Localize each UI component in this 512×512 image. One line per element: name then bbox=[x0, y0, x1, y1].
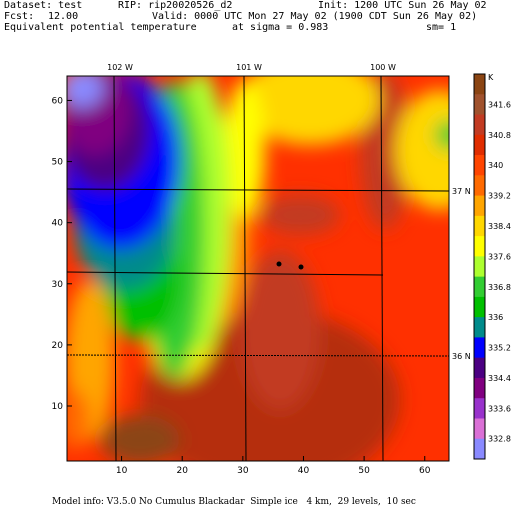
sigma-label: at sigma = 0.983 bbox=[232, 22, 329, 33]
lat-label: 36 N bbox=[452, 352, 471, 361]
colorbar-frame bbox=[473, 73, 486, 460]
colorbar-label: 341.6 bbox=[488, 100, 511, 109]
valid-label: Valid: 0000 UTC Mon 27 May 02 (1900 CDT … bbox=[152, 11, 478, 22]
x-tick-label: 50 bbox=[358, 466, 370, 476]
colorbar-swatch bbox=[474, 155, 485, 176]
colorbar-label: 334.4 bbox=[488, 374, 511, 383]
init-label: Init: 1200 UTC Sun 26 May 02 bbox=[318, 0, 487, 11]
border-line bbox=[67, 188, 449, 192]
colorbar-swatch bbox=[474, 418, 485, 440]
map-frame bbox=[66, 75, 450, 462]
colorbar-swatch bbox=[474, 256, 485, 278]
x-tick-label: 60 bbox=[419, 466, 431, 476]
colorbar-swatch bbox=[474, 337, 485, 359]
border-line bbox=[67, 271, 384, 276]
colorbar-swatch bbox=[474, 276, 485, 298]
colorbar-label: 340 bbox=[488, 161, 503, 170]
colorbar-swatch bbox=[474, 94, 485, 116]
colorbar-swatch bbox=[474, 195, 485, 217]
lat-line bbox=[67, 354, 449, 357]
colorbar-label: 336 bbox=[488, 313, 503, 322]
colorbar-swatch bbox=[474, 317, 485, 338]
lon-label: 100 W bbox=[370, 63, 396, 72]
map-panel bbox=[67, 76, 449, 461]
lon-label: 101 W bbox=[236, 63, 262, 72]
y-tick-label: 60 bbox=[52, 96, 64, 106]
colorbar-unit: K bbox=[488, 73, 494, 82]
colorbar-swatch bbox=[474, 296, 485, 318]
colorbar-swatch bbox=[474, 215, 485, 237]
colorbar-label: 340.8 bbox=[488, 131, 511, 140]
colorbar-label: 338.4 bbox=[488, 222, 511, 231]
x-tick-label: 30 bbox=[237, 466, 249, 476]
colorbar-swatch bbox=[474, 398, 485, 419]
lon-label: 102 W bbox=[107, 63, 133, 72]
boundaries bbox=[67, 76, 449, 461]
y-tick-label: 10 bbox=[52, 402, 64, 412]
colorbar-swatch bbox=[474, 357, 485, 379]
station-marker bbox=[298, 264, 304, 270]
axis-ticks: 10 20 30 40 50 60 10 20 30 40 50 60 bbox=[52, 96, 431, 476]
x-tick-label: 20 bbox=[176, 466, 188, 476]
y-tick-label: 30 bbox=[52, 280, 64, 290]
fcst-value: 12.00 bbox=[48, 11, 79, 22]
colorbar: 341.6 340.8 340 339.2 338.4 337.6 336.8 336 335.… bbox=[473, 73, 511, 460]
y-tick-label: 40 bbox=[52, 219, 64, 229]
lat-label: 37 N bbox=[452, 187, 471, 196]
y-tick-label: 20 bbox=[52, 341, 64, 351]
border-line bbox=[380, 76, 384, 461]
station-marker bbox=[276, 261, 282, 267]
dataset-label: Dataset: test bbox=[4, 0, 83, 11]
colorbar-swatch bbox=[474, 74, 485, 95]
colorbar-swatch bbox=[474, 377, 485, 399]
y-tick-label: 50 bbox=[52, 158, 64, 168]
colorbar-swatch bbox=[474, 438, 485, 460]
colorbar-label: 333.6 bbox=[488, 404, 511, 413]
colorbar-label: 335.2 bbox=[488, 344, 511, 353]
border-line bbox=[243, 76, 247, 461]
field-label: Equivalent potential temperature bbox=[4, 22, 197, 33]
fcst-label: Fcst: bbox=[4, 11, 35, 22]
model-info: Model info: V3.5.0 No Cumulus Blackadar … bbox=[52, 497, 416, 507]
colorbar-swatch bbox=[474, 175, 485, 197]
border-line bbox=[113, 76, 117, 461]
colorbar-label: 336.8 bbox=[488, 283, 511, 292]
x-tick-label: 10 bbox=[116, 466, 128, 476]
sm-label: sm= 1 bbox=[426, 22, 457, 33]
colorbar-swatch bbox=[474, 114, 485, 136]
x-tick-label: 40 bbox=[298, 466, 310, 476]
colorbar-swatch bbox=[474, 236, 485, 257]
contour-field bbox=[67, 76, 449, 461]
colorbar-label: 339.2 bbox=[488, 192, 511, 201]
rip-label: RIP: rip20020526_d2 bbox=[118, 0, 233, 11]
colorbar-label: 337.6 bbox=[488, 252, 511, 261]
colorbar-label: 332.8 bbox=[488, 435, 511, 444]
colorbar-swatch bbox=[474, 134, 485, 156]
